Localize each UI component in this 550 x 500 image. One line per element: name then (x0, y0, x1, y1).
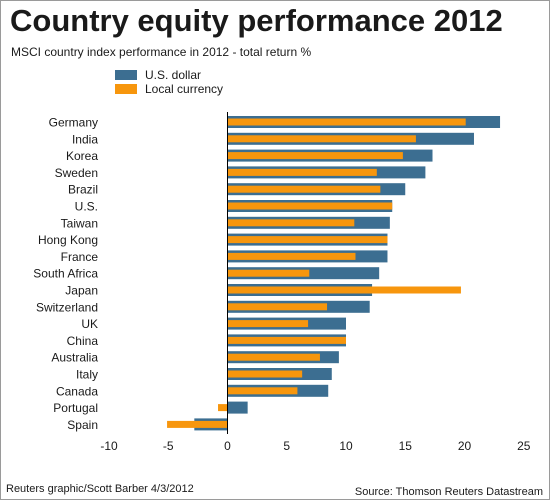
category-label-italy: Italy (76, 368, 98, 382)
x-tick-label: 25 (517, 439, 531, 453)
category-label-sweden: Sweden (55, 166, 98, 180)
category-label-spain: Spain (67, 418, 98, 432)
x-tick-label: 0 (224, 439, 231, 453)
category-label-australia: Australia (51, 351, 98, 365)
x-tick-label: -10 (100, 439, 118, 453)
chart-title: Country equity performance 2012 (10, 3, 503, 38)
bar-local-india (227, 135, 416, 143)
category-label-south-africa: South Africa (33, 267, 98, 281)
category-label-hong-kong: Hong Kong (38, 233, 98, 247)
category-label-china: China (67, 334, 99, 348)
category-label-taiwan: Taiwan (61, 216, 98, 230)
category-label-india: India (72, 132, 98, 146)
bar-local-spain (167, 420, 228, 428)
category-label-france: France (61, 250, 99, 264)
bar-local-portugal (218, 404, 228, 412)
bar-local-u-s (227, 202, 393, 210)
bar-local-germany (227, 118, 466, 126)
source-text: Source: Thomson Reuters Datastream (354, 486, 543, 498)
bar-usd-portugal (227, 401, 248, 414)
bar-local-france (227, 252, 356, 260)
category-label-u-s: U.S. (75, 200, 98, 214)
chart-subtitle: MSCI country index performance in 2012 -… (11, 45, 312, 59)
category-label-portugal: Portugal (53, 401, 98, 415)
legend-label-usd: U.S. dollar (145, 68, 201, 82)
bar-local-italy (227, 370, 303, 378)
legend-swatch-usd (115, 70, 137, 80)
bar-local-japan (227, 286, 461, 294)
credit-text: Reuters graphic/Scott Barber 4/3/2012 (6, 483, 194, 495)
bar-local-china (227, 336, 346, 344)
x-tick-label: 5 (283, 439, 290, 453)
bar-local-south-africa (227, 269, 310, 277)
bar-local-sweden (227, 168, 377, 176)
bar-local-taiwan (227, 219, 355, 227)
x-tick-label: 10 (339, 439, 353, 453)
category-label-japan: Japan (65, 284, 98, 298)
legend-label-local: Local currency (145, 82, 223, 96)
bar-local-australia (227, 353, 320, 361)
category-label-korea: Korea (66, 149, 98, 163)
bar-local-switzerland (227, 303, 328, 311)
legend-swatch-local (115, 84, 137, 94)
category-label-germany: Germany (49, 116, 98, 130)
category-label-canada: Canada (56, 384, 98, 398)
x-tick-label: -5 (163, 439, 174, 453)
bar-local-hong-kong (227, 236, 388, 244)
category-label-uk: UK (81, 317, 98, 331)
bar-local-canada (227, 387, 298, 395)
bar-local-uk (227, 320, 309, 328)
bar-local-korea (227, 152, 403, 160)
x-tick-label: 20 (458, 439, 472, 453)
bar-local-brazil (227, 185, 381, 193)
category-label-brazil: Brazil (68, 183, 98, 197)
category-label-switzerland: Switzerland (36, 300, 98, 314)
x-tick-label: 15 (399, 439, 413, 453)
